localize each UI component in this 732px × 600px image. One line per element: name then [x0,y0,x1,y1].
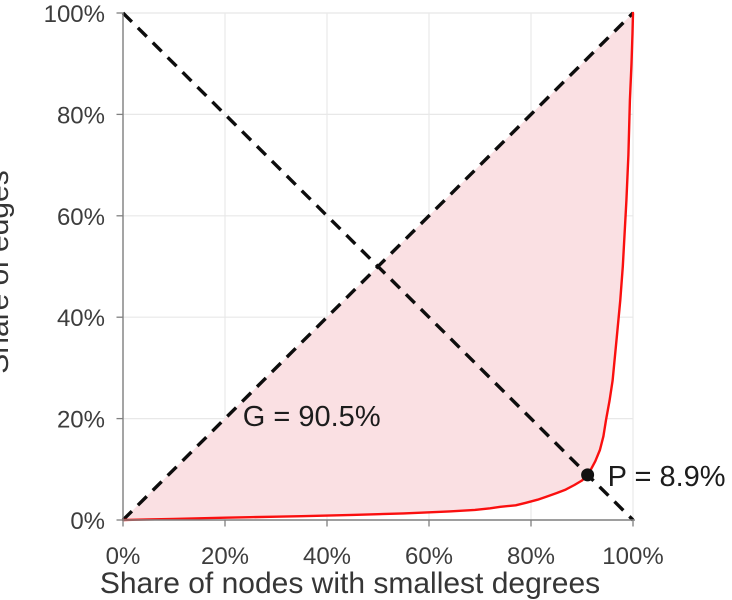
x-axis-tick-labels: 0% 20% 40% 60% 80% 100% [106,543,664,570]
anti-diagonal-line [121,11,635,522]
x-tick-label: 80% [507,543,555,570]
y-axis-label: Share of edges [0,170,15,373]
tick-marks [116,12,634,527]
x-tick-label: 100% [602,543,663,570]
x-tick-label: 40% [303,543,351,570]
y-tick-label: 40% [57,305,105,332]
y-tick-label: 0% [70,508,105,535]
intersection-point-marker [581,468,595,482]
gini-annotation: G = 90.5% [243,401,381,433]
lorenz-curve [121,11,635,522]
y-axis-tick-labels: 0% 20% 40% 60% 80% 100% [44,1,105,535]
x-axis-label: Share of nodes with smallest degrees [100,567,600,600]
y-tick-label: 100% [44,1,105,28]
x-tick-label: 60% [405,543,453,570]
axis-spines [122,13,635,521]
p-annotation: P = 8.9% [608,461,726,493]
x-tick-label: 0% [106,543,141,570]
y-tick-label: 20% [57,407,105,434]
x-tick-label: 20% [201,543,249,570]
y-tick-label: 80% [57,102,105,129]
diagonal-dashed-lines [121,11,635,522]
y-tick-label: 60% [57,204,105,231]
